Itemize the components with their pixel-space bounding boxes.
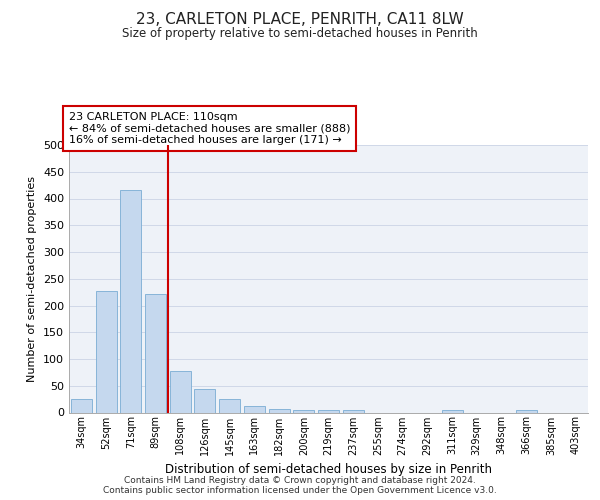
Bar	[516, 410, 537, 412]
Bar	[194, 389, 215, 412]
Bar	[244, 406, 265, 412]
X-axis label: Distribution of semi-detached houses by size in Penrith: Distribution of semi-detached houses by …	[165, 463, 492, 476]
Bar	[170, 372, 191, 412]
Text: 23, CARLETON PLACE, PENRITH, CA11 8LW: 23, CARLETON PLACE, PENRITH, CA11 8LW	[136, 12, 464, 28]
Bar	[120, 190, 141, 412]
Y-axis label: Number of semi-detached properties: Number of semi-detached properties	[28, 176, 37, 382]
Text: 23 CARLETON PLACE: 110sqm
← 84% of semi-detached houses are smaller (888)
16% of: 23 CARLETON PLACE: 110sqm ← 84% of semi-…	[69, 112, 350, 145]
Bar	[442, 410, 463, 412]
Bar	[71, 399, 92, 412]
Bar	[318, 410, 339, 412]
Bar	[343, 410, 364, 412]
Text: Size of property relative to semi-detached houses in Penrith: Size of property relative to semi-detach…	[122, 28, 478, 40]
Bar	[293, 410, 314, 412]
Bar	[95, 290, 116, 412]
Bar	[269, 409, 290, 412]
Bar	[219, 399, 240, 412]
Bar	[145, 294, 166, 412]
Text: Contains HM Land Registry data © Crown copyright and database right 2024.
Contai: Contains HM Land Registry data © Crown c…	[103, 476, 497, 495]
